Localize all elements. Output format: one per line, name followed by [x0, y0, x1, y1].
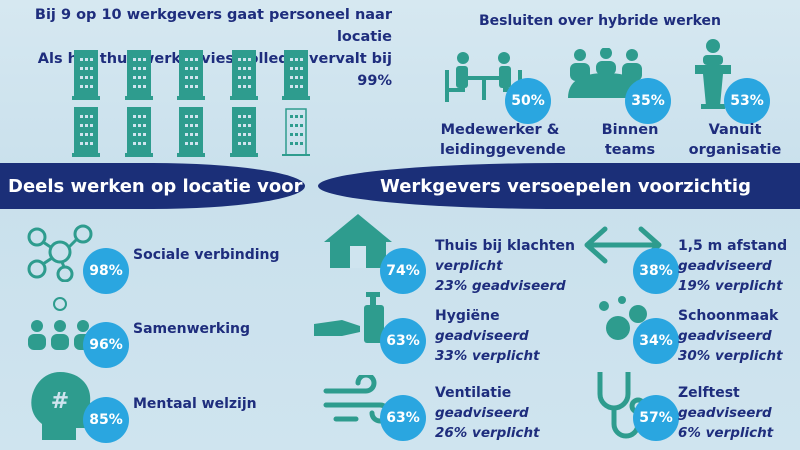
hybrid-label-line1: Vanuit [708, 122, 762, 138]
measure-pct-badge: 74% [380, 248, 426, 294]
building-filled-icon [177, 50, 205, 100]
building-filled-icon [282, 50, 310, 100]
banner-right-text: Werkgevers versoepelen voorzichtig [380, 175, 751, 197]
measure-status: geadviseerd [678, 328, 772, 344]
reason-pct-badge: 96% [83, 322, 129, 368]
hybrid-label-line1: Medewerker & [440, 122, 560, 138]
measure-secondary: 33% verplicht [435, 348, 540, 364]
bubbles-icon [599, 296, 647, 344]
hybrid-label: Medewerker & leidinggevende [440, 120, 566, 160]
hybrid-pct-badge: 50% [505, 78, 551, 124]
hybrid-label-line1: Binnen [601, 122, 659, 138]
measure-secondary: 26% verplicht [435, 425, 540, 441]
measure-status: geadviseerd [678, 258, 772, 274]
reason-pct-badge: 85% [83, 397, 129, 443]
hybrid-title: Besluiten over hybride werken [478, 13, 722, 29]
reason-pct-badge: 98% [83, 248, 129, 294]
measure-pct-badge: 38% [633, 248, 679, 294]
hybrid-label-line2: teams [604, 142, 656, 158]
measure-secondary: 6% verplicht [678, 425, 774, 441]
measure-text: Zelftest geadviseerd 6% verplicht [678, 383, 773, 443]
house-icon [324, 214, 392, 268]
measure-label: Schoonmaak [678, 308, 779, 324]
building-filled-icon [230, 50, 258, 100]
building-filled-icon [125, 50, 153, 100]
podium-icon [695, 39, 731, 109]
building-filled-icon [72, 50, 100, 100]
building-filled-icon [125, 107, 153, 157]
banner-left: Deels werken op locatie voor [0, 163, 305, 209]
building-filled-icon [72, 107, 100, 157]
measure-secondary: 19% verplicht [678, 278, 783, 294]
measure-text: Schoonmaak geadviseerd 30% verplicht [678, 306, 783, 366]
hybrid-label: Binnen teams [575, 120, 685, 160]
header-line1: Bij 9 op 10 werkgevers gaat personeel na… [34, 7, 392, 45]
building-outline-icon [282, 108, 310, 156]
hybrid-label-line2: organisatie [688, 142, 782, 158]
measure-label: Ventilatie [435, 385, 512, 401]
measure-pct-badge: 57% [633, 395, 679, 441]
hybrid-label-line2: leidinggevende [440, 142, 566, 158]
measure-label: Thuis bij klachten [435, 238, 575, 254]
measure-pct-badge: 63% [380, 395, 426, 441]
measure-text: Ventilatie geadviseerd 26% verplicht [435, 383, 540, 443]
hybrid-pct-badge: 35% [625, 78, 671, 124]
building-filled-icon [230, 107, 258, 157]
measure-status: verplicht [435, 258, 503, 274]
measure-pct-badge: 34% [633, 318, 679, 364]
banner-right: Werkgevers versoepelen voorzichtig [318, 163, 800, 209]
measure-secondary: 30% verplicht [678, 348, 783, 364]
reason-label: Samenwerking [133, 321, 251, 337]
network-icon [27, 224, 93, 282]
measure-label: Hygiëne [435, 308, 500, 324]
measure-text: 1,5 m afstand geadviseerd 19% verplicht [678, 236, 787, 296]
building-filled-icon [177, 107, 205, 157]
measure-status: geadviseerd [435, 328, 529, 344]
hand-sanitizer-icon [314, 292, 384, 343]
measure-text: Hygiëne geadviseerd 33% verplicht [435, 306, 540, 366]
reason-label: Sociale verbinding [133, 247, 280, 263]
svg-text:#: # [51, 389, 69, 414]
reason-label: Mentaal welzijn [133, 396, 257, 412]
measure-status: geadviseerd [678, 405, 772, 421]
measure-status: geadviseerd [435, 405, 529, 421]
team-icon [568, 48, 644, 98]
banner-left-text: Deels werken op locatie voor [8, 175, 303, 197]
hybrid-pct-badge: 53% [724, 78, 770, 124]
measure-label: Zelftest [678, 385, 740, 401]
measure-pct-badge: 63% [380, 318, 426, 364]
measure-label: 1,5 m afstand [678, 238, 788, 254]
measure-text: Thuis bij klachten verplicht 23% geadvisee… [435, 236, 575, 296]
head-puzzle-icon: # [31, 372, 94, 440]
measure-secondary: 23% geadviseerd [435, 278, 566, 294]
distance-arrow-icon [584, 226, 662, 264]
hybrid-label: Vanuit organisatie [680, 120, 790, 160]
